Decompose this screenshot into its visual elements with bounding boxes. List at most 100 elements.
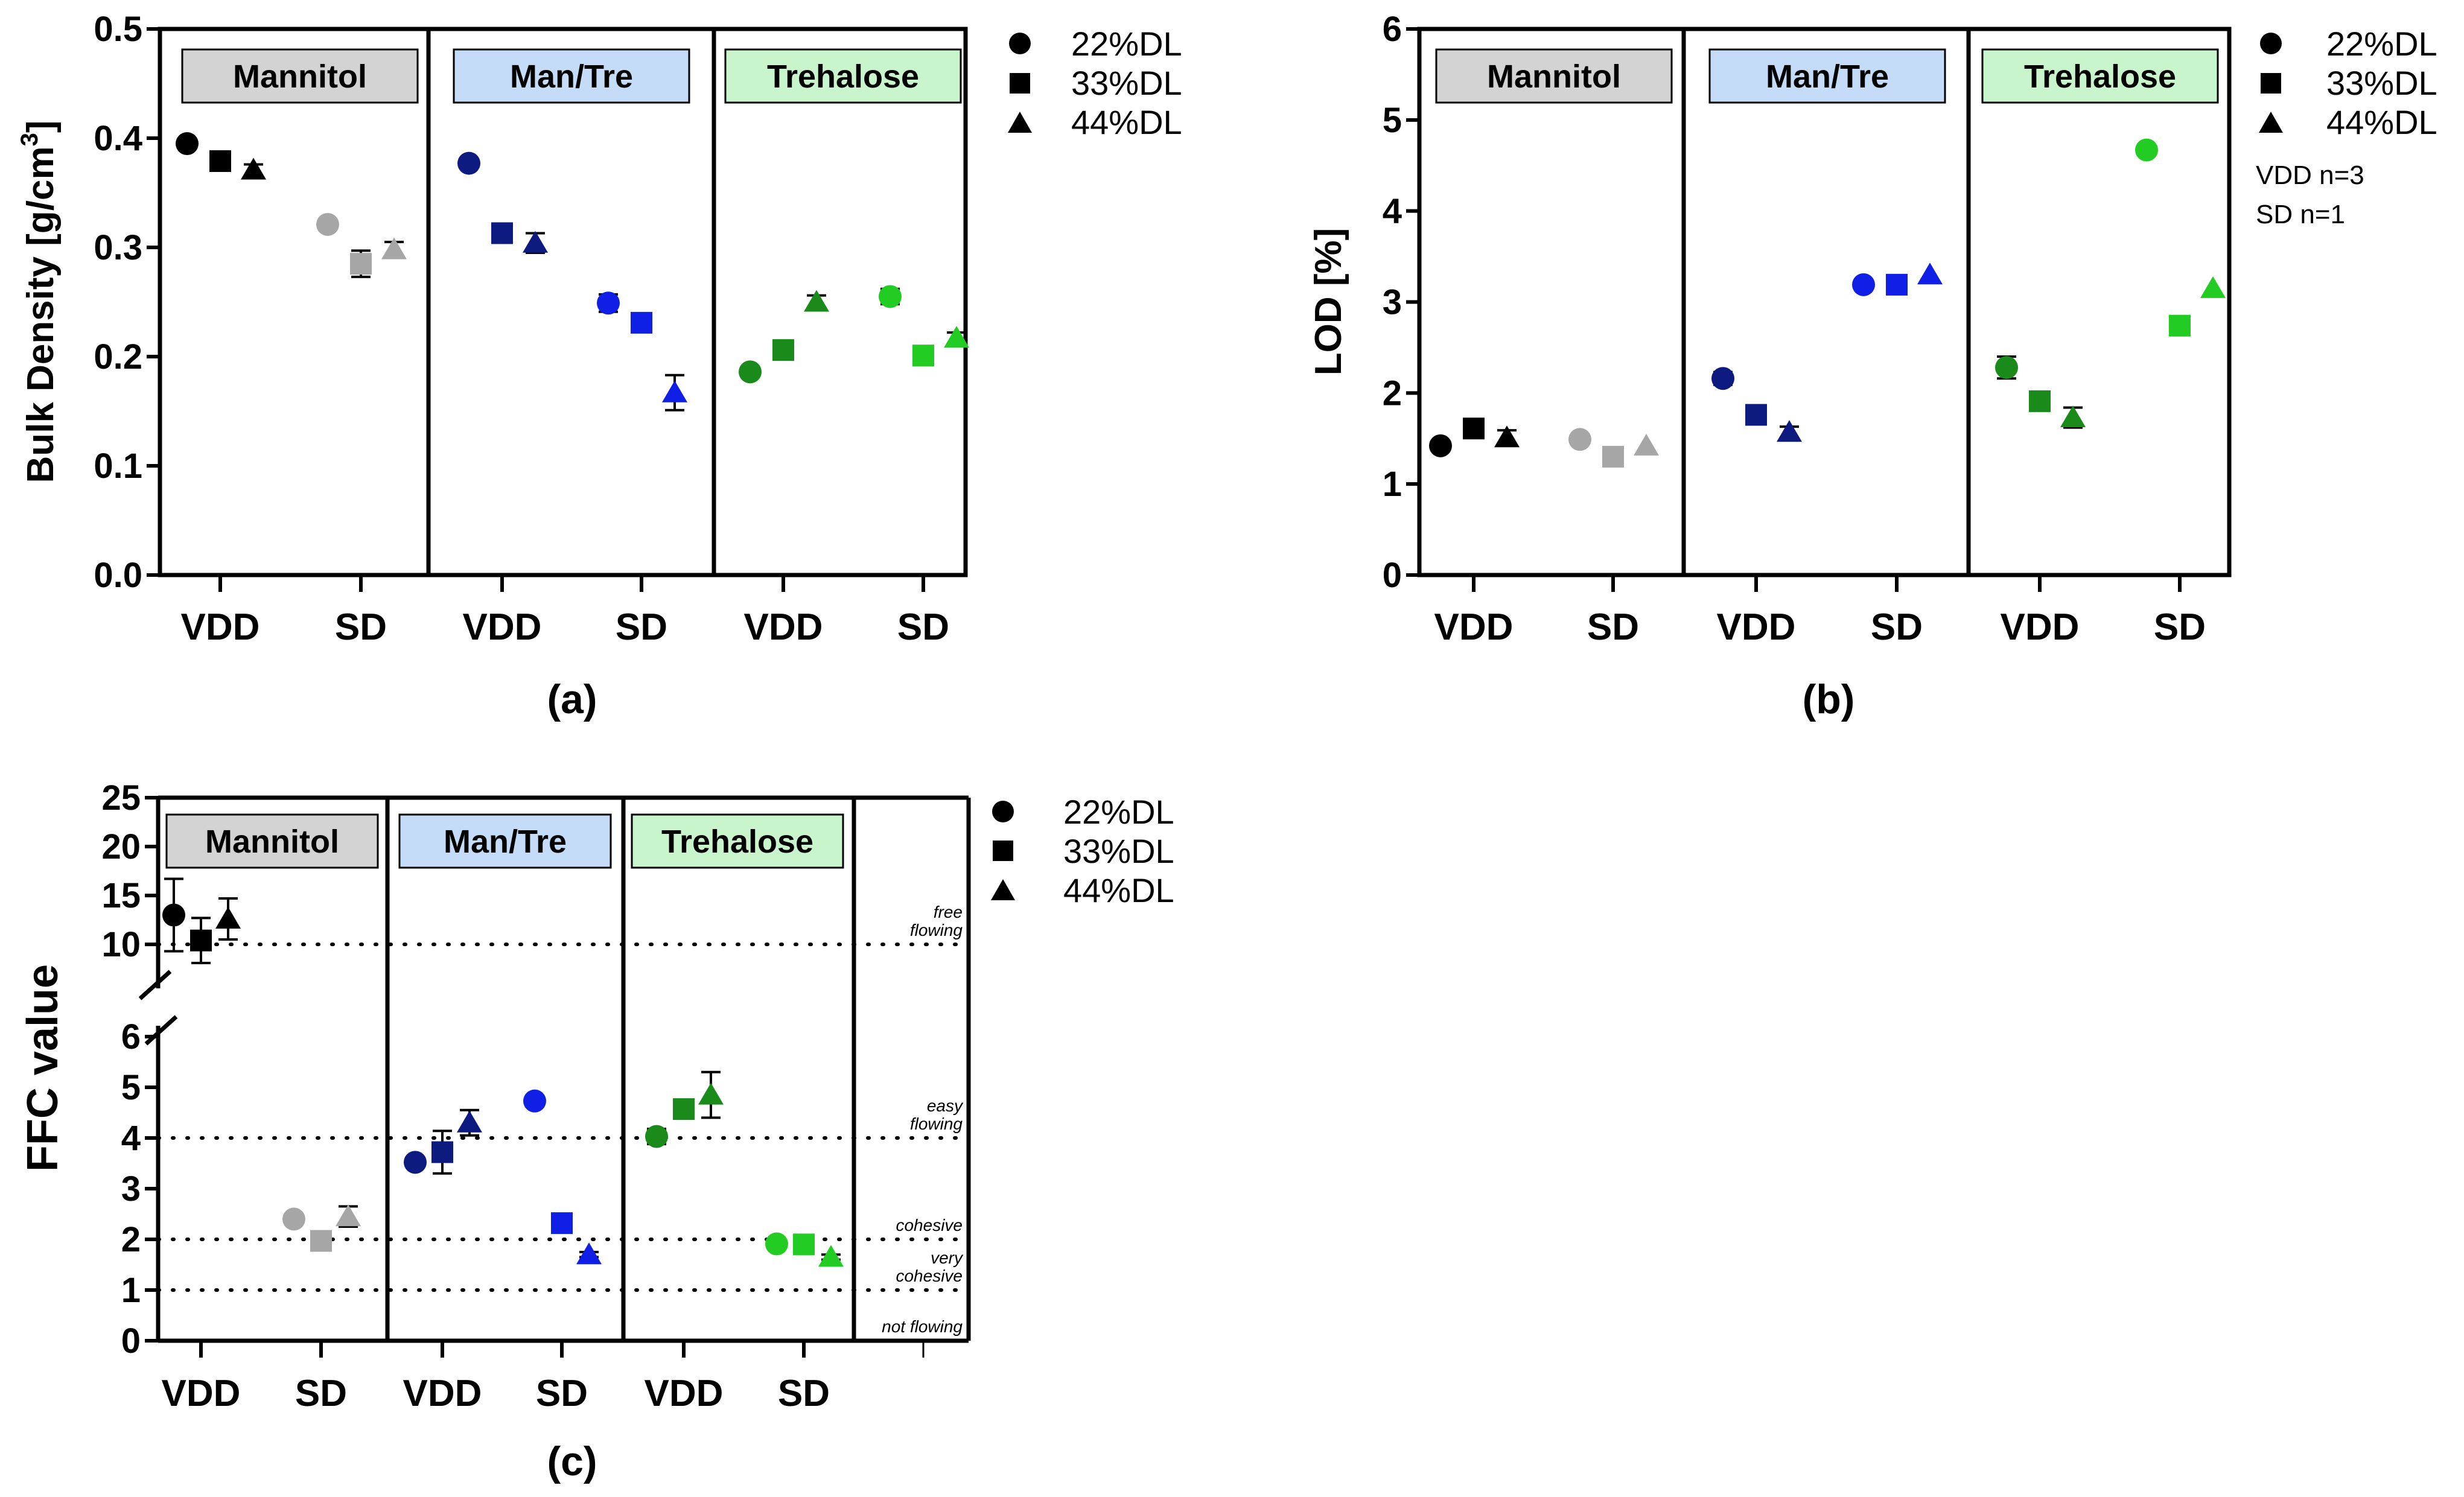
panel-a-group-box-mannitol: [181, 48, 419, 104]
panel-b-xtick-label: SD: [1871, 606, 1923, 648]
panel-c-point-triangle-0: [215, 907, 241, 929]
panel-b-lod: Mannitol Man/Tre Trehalose 0 1 2 3 4 5 6 VDD SD…: [1308, 10, 2437, 722]
panel-b-ytick-label: 2: [1383, 373, 1402, 413]
panel-c-legend-33dl: 33%DL: [1063, 832, 1174, 870]
panel-a-point-triangle-1: [381, 237, 407, 259]
panel-b-point-square-2: [1745, 404, 1767, 426]
panel-a-xtick-label: SD: [335, 606, 387, 648]
panel-b-legend-circle-marker: [2260, 33, 2282, 54]
panel-c-ytick-label: 0: [121, 1321, 141, 1361]
panel-a-point-triangle-0: [241, 157, 266, 180]
panel-b-label: (b): [1803, 676, 1855, 722]
panel-c-zone-label-2-0: cohesive: [896, 1216, 963, 1235]
panel-b-legend: 22%DL 33%DL 44%DL VDD n=3 SD n=1: [2256, 25, 2437, 229]
panel-c-ytick-label: 5: [121, 1068, 141, 1107]
panel-c-point-square-2: [431, 1141, 453, 1163]
panel-c-point-triangle-3: [576, 1242, 602, 1265]
panel-b-point-triangle-0: [1494, 425, 1520, 448]
panel-c-point-triangle-2: [457, 1110, 482, 1133]
panel-c-xtick-label: VDD: [645, 1373, 724, 1414]
panel-c-point-circle-1: [282, 1207, 305, 1231]
panel-c-xtick-label: SD: [536, 1373, 588, 1414]
panel-a-group-label-mantre: Man/Tre: [510, 59, 633, 95]
panel-c-point-circle-5: [765, 1232, 788, 1256]
panel-b-point-triangle-2: [1777, 420, 1802, 442]
panel-c-axis-break-mark-2: [144, 1015, 178, 1046]
panel-b-group-box-mannitol: [1435, 48, 1673, 104]
panel-c-zone-label-3-0: very: [931, 1248, 964, 1267]
panel-a-point-circle-4: [739, 360, 762, 384]
panel-b-group-box-trehalose: [1981, 48, 2219, 104]
panel-c-group-label-mantre: Man/Tre: [444, 824, 567, 860]
panel-b-xtick-label: SD: [1587, 606, 1639, 648]
panel-b-xtick-label: VDD: [1717, 606, 1796, 648]
panel-b-xtick-label: SD: [2154, 606, 2206, 648]
panel-c-group-label-trehalose: Trehalose: [661, 824, 813, 860]
panel-c-point-square-1: [310, 1230, 332, 1252]
panel-b-group-label-trehalose: Trehalose: [2024, 59, 2176, 95]
panel-a-ytick-label: 0.3: [94, 228, 142, 267]
panel-c-point-triangle-5: [818, 1245, 844, 1267]
panel-a-xtick-label: VDD: [181, 606, 260, 648]
panel-a-legend-triangle-marker: [1008, 112, 1032, 133]
panel-a-legend: 22%DL 33%DL 44%DL: [1008, 25, 1182, 141]
panel-b-legend-44dl: 44%DL: [2326, 103, 2437, 141]
panel-a-point-triangle-4: [804, 290, 829, 312]
panel-c-xtick-label: SD: [778, 1373, 830, 1414]
panel-b-group-label-mannitol: Mannitol: [1487, 59, 1621, 95]
panel-b-group-box-mantre: [1708, 48, 1946, 104]
panel-a-legend-square-marker: [1010, 73, 1030, 94]
panel-a-point-circle-0: [176, 132, 199, 156]
panel-c-zone-label-1-1: flowing: [910, 1114, 963, 1133]
panel-a-point-triangle-5: [944, 326, 969, 348]
panel-c-ytick-label: 25: [101, 778, 141, 818]
panel-b-plot-frame: [1417, 27, 2232, 577]
panel-a-xtick-label: VDD: [744, 606, 823, 648]
panel-c-ytick-label: 20: [101, 827, 141, 866]
panel-a-group-box-mantre: [453, 48, 690, 104]
panel-a-xtick-label: SD: [897, 606, 949, 648]
panel-b-ytick-label: 5: [1383, 101, 1402, 140]
panel-a-xtick-label: SD: [616, 606, 667, 648]
panel-c-ytick-label: 1: [121, 1271, 141, 1310]
panel-c-y-axis-title: FFC value: [19, 964, 67, 1172]
panel-c-ytick-label: 2: [121, 1220, 141, 1259]
panel-b-ytick-label: 1: [1383, 465, 1402, 504]
panel-c-legend-triangle-marker: [991, 879, 1015, 900]
panel-b-point-triangle-4: [2060, 405, 2086, 428]
panel-b-point-square-3: [1886, 273, 1908, 296]
panel-b-point-triangle-5: [2200, 276, 2226, 298]
panel-a-point-square-1: [350, 253, 372, 275]
panel-b-point-triangle-3: [1917, 262, 1943, 285]
panel-b-ytick-label: 0: [1383, 556, 1402, 595]
panel-a-point-square-2: [491, 222, 513, 244]
panel-a-legend-circle-marker: [1009, 33, 1031, 54]
panel-c-point-circle-4: [645, 1125, 668, 1148]
panel-a-ytick-label: 0.0: [94, 556, 142, 595]
panel-a-legend-44dl: 44%DL: [1071, 103, 1182, 141]
panel-b-point-circle-1: [1568, 428, 1591, 451]
panel-c-xtick-label: VDD: [162, 1373, 241, 1414]
panel-b-ytick-label: 3: [1383, 283, 1402, 322]
panel-a-point-square-5: [912, 345, 934, 367]
panel-c-point-triangle-1: [336, 1204, 361, 1227]
panel-c-group-label-mannitol: Mannitol: [205, 824, 339, 860]
panel-a-point-square-3: [631, 311, 652, 334]
panel-a-point-circle-5: [879, 285, 902, 308]
panel-b-point-square-5: [2169, 314, 2191, 337]
panel-c-zone-label-0-1: flowing: [910, 921, 963, 939]
panel-b-legend-triangle-marker: [2259, 112, 2283, 133]
panel-a-ytick-label: 0.5: [94, 10, 142, 49]
panel-a-group-label-mannitol: Mannitol: [233, 59, 367, 95]
panel-c-group-box-trehalose: [631, 813, 844, 869]
panel-b-note-sd: SD n=1: [2256, 200, 2345, 229]
panel-c-zone-label-0-0: free: [934, 903, 963, 921]
panel-c-label: (c): [547, 1438, 597, 1484]
panel-c-legend-square-marker: [993, 841, 1013, 861]
panel-a-legend-22dl: 22%DL: [1071, 25, 1182, 63]
panel-c-point-circle-3: [523, 1089, 546, 1113]
panel-c-point-triangle-4: [698, 1082, 724, 1105]
panel-c-ytick-label: 4: [121, 1119, 141, 1158]
panel-b-point-square-0: [1463, 418, 1485, 440]
panel-a-label: (a): [547, 676, 597, 722]
